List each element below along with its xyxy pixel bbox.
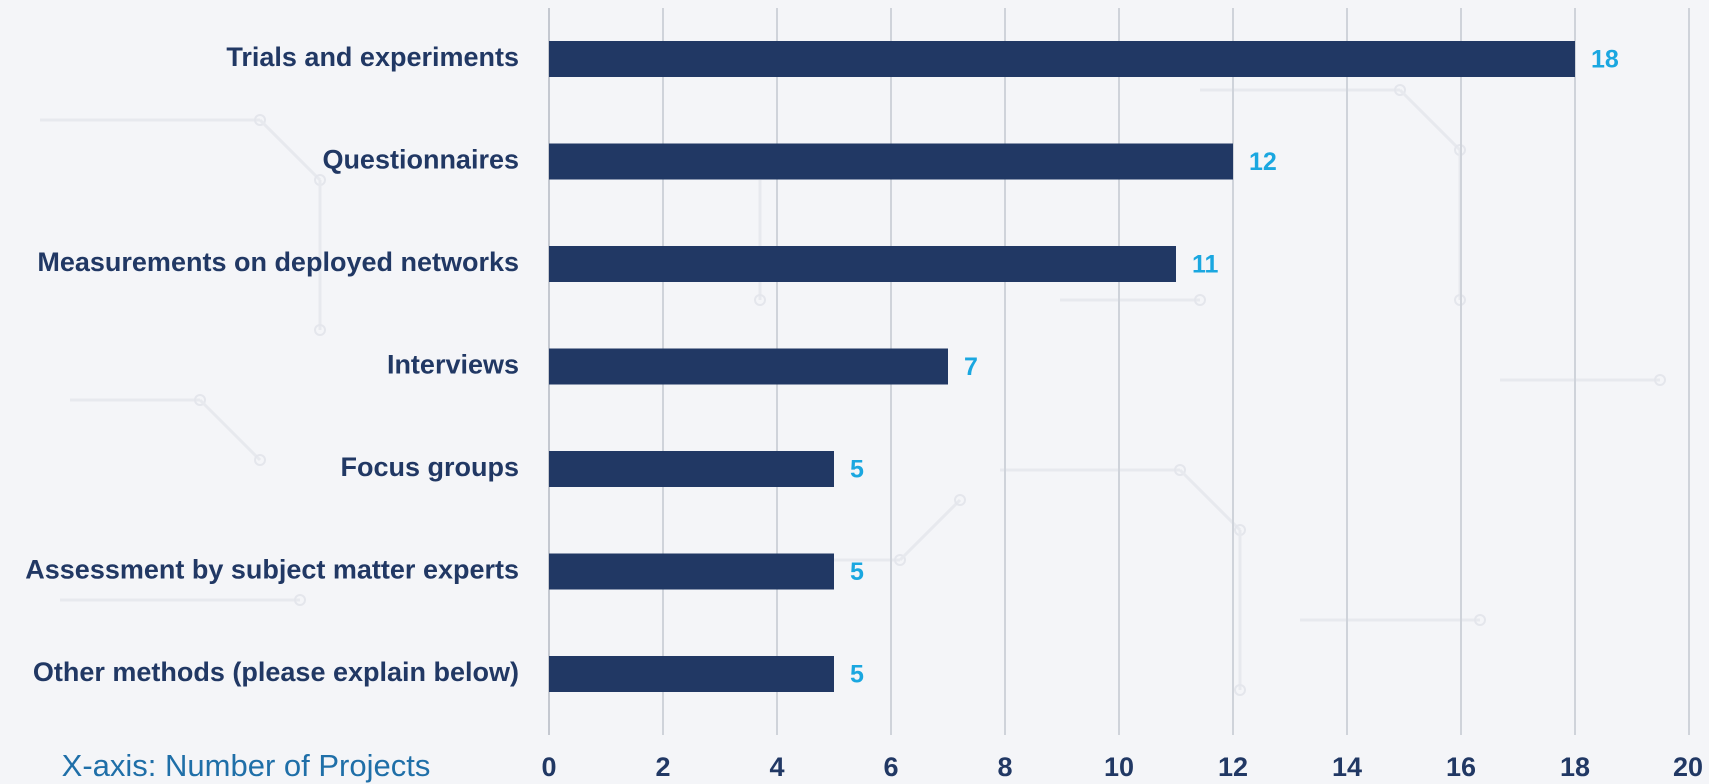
x-tick-label: 16: [1446, 752, 1476, 782]
data-label: 5: [850, 661, 864, 689]
background-node: [1194, 294, 1206, 306]
background-node: [954, 494, 966, 506]
background-trace: [258, 118, 322, 182]
background-node: [294, 594, 306, 606]
bars: [549, 41, 1575, 692]
category-label: Other methods (please explain below): [33, 657, 519, 687]
data-label: 18: [1591, 46, 1619, 74]
x-tick-label: 20: [1673, 752, 1703, 782]
data-label: 5: [850, 456, 864, 484]
x-tick-label: 0: [541, 752, 556, 782]
category-label: Measurements on deployed networks: [37, 247, 519, 277]
x-tick-label: 2: [655, 752, 670, 782]
x-tick-labels: 0 2 4 6 8 10 12 14 16 18 20: [541, 752, 1703, 782]
bar: [549, 656, 834, 692]
data-labels: 18 12 11 7 5 5 5: [850, 46, 1619, 689]
background-node: [1654, 374, 1666, 386]
bar: [549, 41, 1575, 77]
x-tick-label: 10: [1104, 752, 1134, 782]
background-node: [1394, 84, 1406, 96]
background-trace: [1178, 468, 1242, 532]
data-label: 5: [850, 558, 864, 586]
x-tick-label: 12: [1218, 752, 1248, 782]
category-label: Trials and experiments: [226, 42, 519, 72]
category-label: Focus groups: [340, 452, 519, 482]
category-label: Assessment by subject matter experts: [25, 555, 519, 585]
background-node: [754, 294, 766, 306]
category-label: Interviews: [387, 350, 519, 380]
background-node: [314, 324, 326, 336]
bar: [549, 348, 948, 385]
x-tick-label: 4: [769, 752, 784, 782]
background-node: [1174, 464, 1186, 476]
background-node: [894, 554, 906, 566]
bar: [549, 553, 834, 590]
background-node: [254, 114, 266, 126]
data-label: 7: [964, 353, 978, 381]
data-label: 11: [1192, 251, 1219, 279]
x-tick-label: 6: [883, 752, 898, 782]
background-node: [1474, 614, 1486, 626]
background-trace: [1398, 88, 1462, 152]
bar: [549, 246, 1176, 282]
background-node: [194, 394, 206, 406]
data-label: 12: [1249, 148, 1277, 176]
category-labels: Trials and experiments Questionnaires Meas…: [25, 42, 519, 687]
bar: [549, 451, 834, 487]
bar: [549, 143, 1233, 180]
background-trace: [198, 398, 262, 462]
category-label: Questionnaires: [322, 145, 519, 175]
background-node: [254, 454, 266, 466]
background-trace: [898, 498, 962, 562]
x-tick-label: 8: [997, 752, 1012, 782]
x-tick-label: 18: [1560, 752, 1590, 782]
circuit-background: [40, 84, 1666, 696]
x-tick-label: 14: [1332, 752, 1362, 782]
background-node: [1234, 684, 1246, 696]
x-axis-title: X-axis: Number of Projects: [62, 748, 431, 783]
